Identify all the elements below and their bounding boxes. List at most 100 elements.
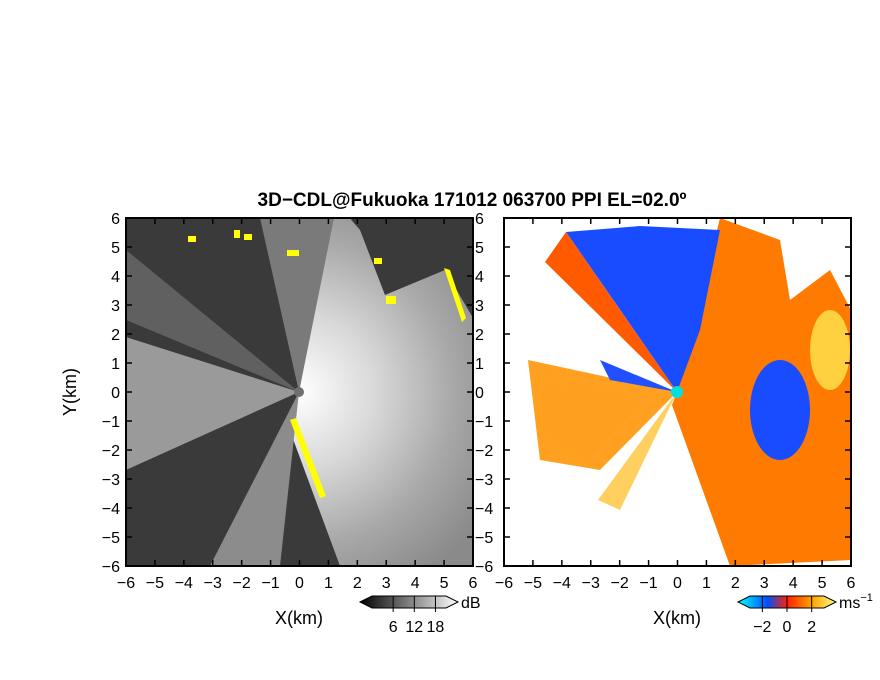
reflectivity-colorbar-tick-label: 6 [389, 619, 398, 636]
reflectivity-colorbar-bar [358, 595, 460, 609]
reflectivity-echo-east [286, 218, 473, 566]
velocity-colorbar-unit: ms−1 [839, 592, 873, 612]
velocity-xtick-label: 2 [731, 575, 740, 592]
reflectivity-xtick-label: −3 [204, 575, 222, 592]
velocity-colorbar-tick-label: −2 [753, 619, 771, 636]
reflectivity-ytick-label-right: 0 [475, 385, 484, 402]
reflectivity-ytick-label: −2 [102, 443, 120, 460]
reflectivity-ytick-label-right: −2 [475, 443, 493, 460]
velocity-echo-east-yellow [810, 310, 850, 390]
reflectivity-ytick-label: 1 [111, 356, 120, 373]
reflectivity-echo-west [126, 337, 299, 470]
velocity-colorbar-ticks: −2 0 2 [753, 596, 816, 636]
velocity-xtick-label: 4 [789, 575, 798, 592]
reflectivity-xtick-label: 6 [469, 575, 478, 592]
reflectivity-ytick-label: 3 [111, 298, 120, 315]
yellow-mark [386, 296, 396, 304]
velocity-echo-east-blue-core [750, 360, 810, 460]
yellow-mark [290, 418, 326, 498]
reflectivity-ytick-label-right: −6 [475, 559, 493, 576]
reflectivity-echo-northwest [126, 250, 299, 392]
velocity-echo-southwest [598, 392, 677, 510]
reflectivity-ytick-label: −4 [102, 501, 120, 518]
velocity-xtick-label: −2 [611, 575, 629, 592]
reflectivity-xtick-label: 4 [411, 575, 420, 592]
velocity-echo-north-blue [566, 226, 720, 392]
yellow-mark [287, 250, 299, 256]
velocity-colorbar-tick-label: 0 [783, 619, 792, 636]
velocity-xtick-label: 5 [818, 575, 827, 592]
velocity-xtick-label: 0 [673, 575, 682, 592]
reflectivity-xtick-label: −4 [175, 575, 193, 592]
velocity-image [504, 218, 851, 566]
reflectivity-echo-southwest [210, 392, 299, 566]
velocity-echo-northwest-orange [545, 232, 677, 392]
reflectivity-colorbar-tick-label: 12 [405, 619, 423, 636]
velocity-xtick-label: −6 [495, 575, 513, 592]
reflectivity-xtick-label: 5 [440, 575, 449, 592]
velocity-panel: −6 −5 −4 −3 −2 −1 0 1 2 3 4 5 6 X(km) −2 0 2 ms−1 [495, 217, 873, 636]
reflectivity-axis-ticks: −6 −5 −4 −3 −2 −1 0 1 2 3 4 5 6−6 −6−5 −5−4 −4−3 −3−2 −2−… [102, 211, 494, 592]
reflectivity-echo-north [260, 218, 334, 392]
reflectivity-ytick-label-right: 1 [475, 356, 484, 373]
reflectivity-ytick-label: 4 [111, 269, 120, 286]
reflectivity-xtick-label: 0 [295, 575, 304, 592]
reflectivity-colorbar-tick-label: 18 [427, 619, 445, 636]
reflectivity-colorbar-ticks: 6 12 18 [389, 596, 445, 636]
reflectivity-xtick-label: −1 [261, 575, 279, 592]
yellow-mark [234, 230, 240, 238]
velocity-colorbar: −2 0 2 ms−1 [736, 592, 873, 636]
velocity-xtick-label: 3 [760, 575, 769, 592]
velocity-xtick-label: 6 [847, 575, 856, 592]
velocity-echo-west-blue [600, 360, 677, 392]
reflectivity-panel: −6 −5 −4 −3 −2 −1 0 1 2 3 4 5 6−6 −6−5 −5−4 −4−3 −3−2 −2−… [60, 211, 494, 636]
reflectivity-ytick-label: −3 [102, 472, 120, 489]
yellow-mark [244, 234, 252, 240]
reflectivity-ytick-label: 2 [111, 327, 120, 344]
reflectivity-xtick-label: −6 [117, 575, 135, 592]
reflectivity-ytick-label-right: 6 [475, 211, 484, 228]
reflectivity-ytick-label-right: −5 [475, 530, 493, 547]
reflectivity-xtick-label: −5 [146, 575, 164, 592]
reflectivity-ytick-label: −5 [102, 530, 120, 547]
yellow-mark [444, 268, 466, 322]
reflectivity-ytick-label-right: 3 [475, 298, 484, 315]
reflectivity-ytick-label-right: −1 [475, 414, 493, 431]
reflectivity-xlabel: X(km) [275, 608, 323, 628]
yellow-mark [374, 258, 382, 264]
reflectivity-colorbar-unit: dB [461, 595, 481, 612]
velocity-xtick-label: −3 [582, 575, 600, 592]
velocity-xtick-label: −5 [524, 575, 542, 592]
reflectivity-colorbar: 6 12 18 dB [358, 595, 481, 636]
reflectivity-xtick-label: 2 [353, 575, 362, 592]
velocity-colorbar-unit-exponent: −1 [860, 592, 873, 604]
reflectivity-xtick-label: −2 [233, 575, 251, 592]
velocity-xtick-label: −4 [553, 575, 571, 592]
yellow-mark [188, 236, 196, 242]
velocity-xtick-label: −1 [639, 575, 657, 592]
reflectivity-ytick-label: 0 [111, 385, 120, 402]
reflectivity-ylabel: Y(km) [60, 368, 80, 416]
reflectivity-image [126, 218, 473, 566]
reflectivity-xtick-label: 1 [324, 575, 333, 592]
velocity-xlabel: X(km) [653, 608, 701, 628]
reflectivity-ytick-label: 5 [111, 240, 120, 257]
velocity-axis-ticks: −6 −5 −4 −3 −2 −1 0 1 2 3 4 5 6 [495, 217, 856, 592]
figure-title: 3D−CDL@Fukuoka 171012 063700 PPI EL=02.0… [258, 190, 687, 211]
velocity-echo-west [528, 360, 677, 470]
reflectivity-xtick-label: 3 [382, 575, 391, 592]
radar-site-marker-left [294, 387, 304, 397]
velocity-xtick-label: 1 [702, 575, 711, 592]
reflectivity-ytick-label: −6 [102, 559, 120, 576]
reflectivity-ytick-label: −1 [102, 414, 120, 431]
yellow-echo-marks [188, 230, 466, 498]
reflectivity-ytick-label: 6 [111, 211, 120, 228]
reflectivity-ytick-label-right: −4 [475, 501, 493, 518]
reflectivity-ytick-label-right: −3 [475, 472, 493, 489]
reflectivity-ytick-label-right: 5 [475, 240, 484, 257]
reflectivity-ytick-label-right: 2 [475, 327, 484, 344]
radar-site-marker-right [671, 386, 683, 398]
reflectivity-ytick-label-right: 4 [475, 269, 484, 286]
velocity-colorbar-tick-label: 2 [807, 619, 816, 636]
